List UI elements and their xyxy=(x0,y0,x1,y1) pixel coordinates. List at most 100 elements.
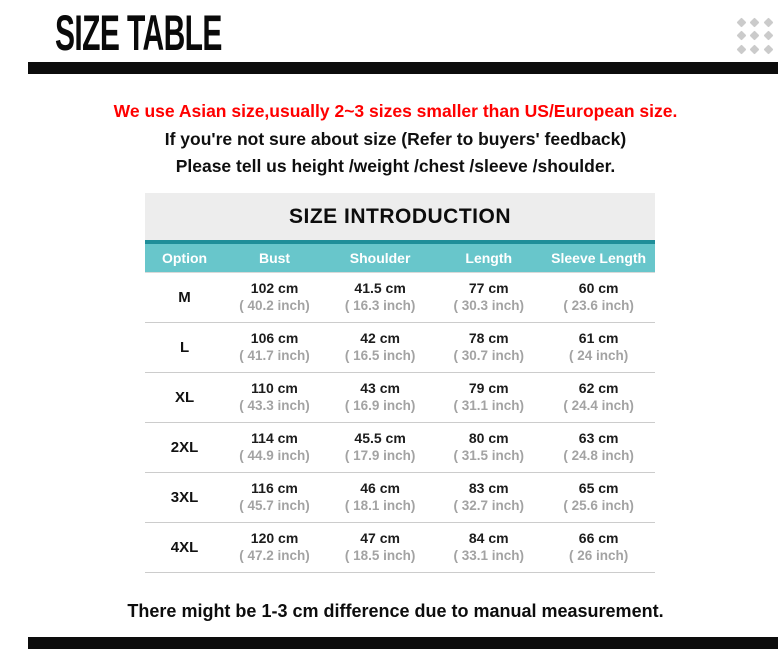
inch-value: ( 24.8 inch) xyxy=(563,448,634,463)
inch-value: ( 47.2 inch) xyxy=(239,548,310,563)
measurements-table: Option Bust Shoulder Length Sleeve Lengt… xyxy=(145,244,655,573)
sleeve-cell: 60 cm ( 23.6 inch) xyxy=(542,272,655,322)
shoulder-cell: 46 cm ( 18.1 inch) xyxy=(325,472,435,522)
table-row: L 106 cm ( 41.7 inch) 42 cm ( 16.5 inch) 7… xyxy=(145,322,655,372)
size-option: 4XL xyxy=(170,538,199,556)
shoulder-cell: 45.5 cm ( 17.9 inch) xyxy=(325,422,435,472)
grid-dot xyxy=(763,31,774,41)
shoulder-cell: 42 cm ( 16.5 inch) xyxy=(325,322,435,372)
inch-value: ( 24 inch) xyxy=(569,348,629,363)
cm-value: 114 cm xyxy=(251,430,298,446)
note-refer-feedback: If you're not sure about size (Refer to … xyxy=(164,129,627,149)
cm-value: 79 cm xyxy=(468,380,509,396)
cm-value: 43 cm xyxy=(360,380,400,396)
table-row: M 102 cm ( 40.2 inch) 41.5 cm ( 16.3 inch)… xyxy=(145,272,655,322)
cm-value: 66 cm xyxy=(578,530,619,546)
length-cell: 78 cm ( 30.7 inch) xyxy=(435,322,542,372)
cm-value: 47 cm xyxy=(360,530,400,546)
cm-value: 78 cm xyxy=(468,330,509,346)
cm-value: 116 cm xyxy=(251,480,298,496)
inch-value: ( 40.2 inch) xyxy=(239,298,310,313)
inch-value: ( 25.6 inch) xyxy=(563,498,634,513)
page-title: SIZE TABLE xyxy=(55,5,222,61)
inch-value: ( 45.7 inch) xyxy=(239,498,310,513)
shoulder-cell: 41.5 cm ( 16.3 inch) xyxy=(325,272,435,322)
cm-value: 110 cm xyxy=(251,380,298,396)
note-asian-size: We use Asian size,usually 2~3 sizes smal… xyxy=(113,101,678,121)
inch-value: ( 30.3 inch) xyxy=(453,298,524,313)
cm-value: 80 cm xyxy=(468,430,509,446)
grid-dot xyxy=(750,31,760,41)
cm-value: 102 cm xyxy=(250,280,299,296)
column-header-bust: Bust xyxy=(224,244,326,272)
bust-cell: 116 cm ( 45.7 inch) xyxy=(224,472,325,522)
bust-cell: 106 cm ( 41.7 inch) xyxy=(224,322,325,372)
length-cell: 84 cm ( 33.1 inch) xyxy=(435,522,542,572)
cm-value: 120 cm xyxy=(250,530,299,546)
size-option: 3XL xyxy=(170,488,199,506)
grid-dot xyxy=(736,44,747,55)
column-header-option: Option xyxy=(145,244,225,272)
inch-value: ( 26 inch) xyxy=(569,548,629,563)
inch-value: ( 41.7 inch) xyxy=(239,348,310,363)
cm-value: 60 cm xyxy=(578,280,619,296)
cm-value: 106 cm xyxy=(250,330,299,346)
inch-value: ( 24.4 inch) xyxy=(563,398,634,413)
sleeve-cell: 66 cm ( 26 inch) xyxy=(542,522,655,572)
grid-dots-icon xyxy=(736,17,774,55)
inch-value: ( 43.3 inch) xyxy=(239,398,310,413)
inch-value: ( 16.9 inch) xyxy=(344,398,416,413)
inch-value: ( 16.3 inch) xyxy=(344,298,416,313)
size-option: M xyxy=(178,288,191,306)
cm-value: 42 cm xyxy=(360,330,400,346)
cm-value: 77 cm xyxy=(468,280,509,296)
table-header-row: Option Bust Shoulder Length Sleeve Lengt… xyxy=(145,244,655,272)
cm-value: 45.5 cm xyxy=(354,430,406,446)
table-row: XL 110 cm( 43.3 inch) 43 cm( 16.9 inch) … xyxy=(145,372,655,422)
length-cell: 80 cm ( 31.5 inch) xyxy=(435,422,542,472)
cm-value: 62 cm xyxy=(578,380,619,396)
bottom-divider-bar xyxy=(28,637,778,649)
bust-cell: 102 cm ( 40.2 inch) xyxy=(224,272,325,322)
table-row: 2XL 114 cm ( 44.9 inch) 45.5 cm ( 17.9 inc… xyxy=(145,422,655,472)
size-notes: We use Asian size,usually 2~3 sizes smal… xyxy=(10,101,781,183)
cm-value: 65 cm xyxy=(578,480,619,496)
inch-value: ( 44.9 inch) xyxy=(239,448,310,463)
inch-value: ( 31.5 inch) xyxy=(453,448,524,463)
inch-value: ( 30.7 inch) xyxy=(453,348,524,363)
inch-value: ( 17.9 inch) xyxy=(344,448,416,463)
cm-value: 83 cm xyxy=(468,480,509,496)
bust-cell: 114 cm ( 44.9 inch) xyxy=(224,422,325,472)
column-header-length: Length xyxy=(435,244,543,272)
grid-dot xyxy=(750,17,760,28)
sleeve-cell: 62 cm ( 24.4 inch) xyxy=(542,372,655,422)
inch-value: ( 23.6 inch) xyxy=(563,298,634,313)
grid-dot xyxy=(736,17,747,28)
note-tell-us: Please tell us height /weight /chest /sl… xyxy=(175,156,616,176)
bust-cell: 110 cm ( 43.3 inch) xyxy=(224,372,325,422)
sleeve-cell: 61 cm ( 24 inch) xyxy=(542,322,655,372)
inch-value: ( 16.5 inch) xyxy=(344,348,416,363)
cm-value: 84 cm xyxy=(468,530,509,546)
length-cell: 77 cm ( 30.3 inch) xyxy=(435,272,542,322)
table-title: SIZE INTRODUCTION xyxy=(145,193,655,240)
grid-dot xyxy=(763,17,774,28)
bust-cell: 120 cm ( 47.2 inch) xyxy=(224,522,325,572)
sleeve-cell: 63 cm ( 24.8 inch) xyxy=(542,422,655,472)
inch-value: ( 31.1 inch) xyxy=(453,398,524,413)
teal-accent-strip xyxy=(145,240,655,244)
column-header-shoulder: Shoulder xyxy=(325,244,436,272)
length-cell: 79 cm ( 31.1 inch) xyxy=(435,372,542,422)
length-cell: 83 cm ( 32.7 inch) xyxy=(435,472,542,522)
grid-dot xyxy=(736,31,747,41)
table-row: 3XL 116 cm ( 45.7 inch) 46 cm ( 18.1 inch)… xyxy=(145,472,655,522)
size-option: XL xyxy=(174,388,195,406)
grid-dot xyxy=(750,44,760,55)
grid-dot xyxy=(763,44,774,55)
size-option: L xyxy=(179,338,190,356)
cm-value: 46 cm xyxy=(360,480,400,496)
measurement-disclaimer: There might be 1-3 cm difference due to … xyxy=(127,601,664,621)
table-row: 4XL 120 cm ( 47.2 inch) 47 cm ( 18.5 inch)… xyxy=(145,522,655,572)
cm-value: 41.5 cm xyxy=(354,280,406,296)
inch-value: ( 32.7 inch) xyxy=(453,498,524,513)
